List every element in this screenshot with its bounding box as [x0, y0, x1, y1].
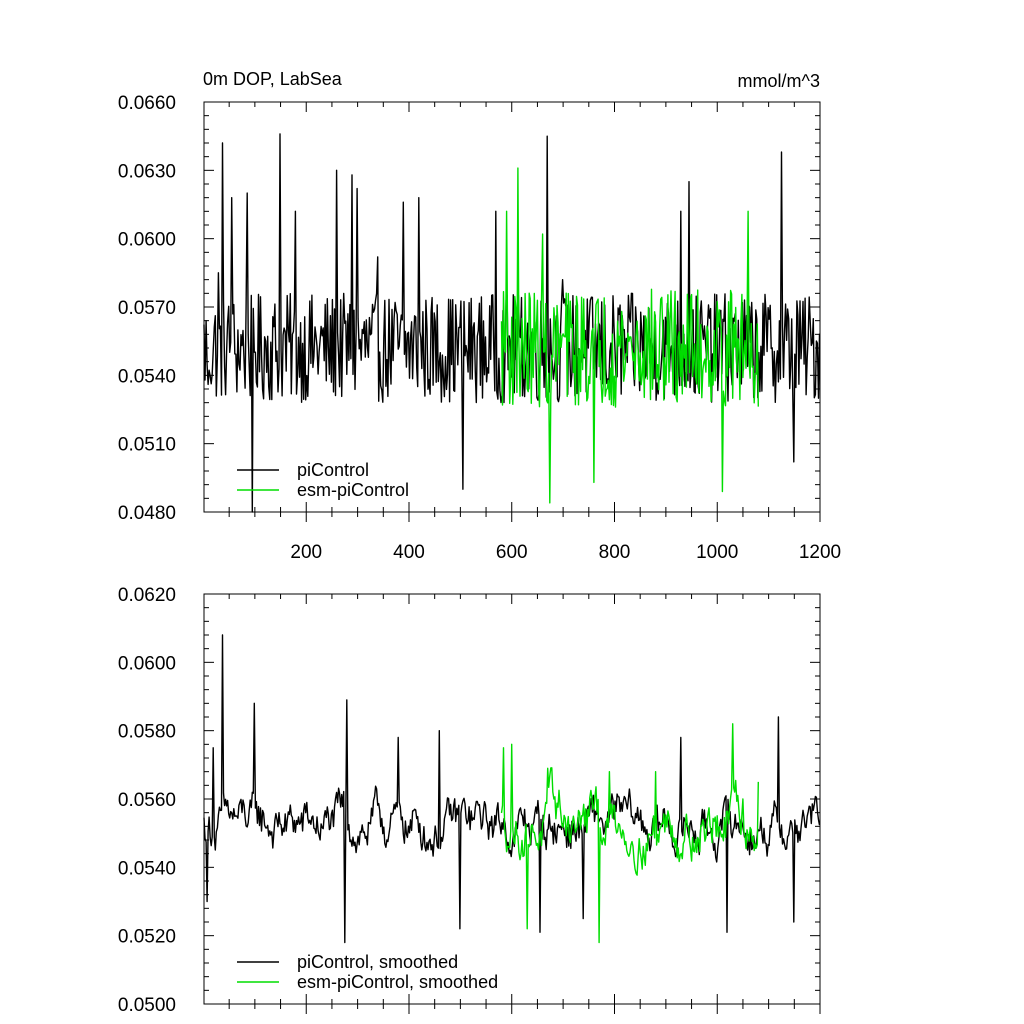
top-panel-units: mmol/m^3 [738, 71, 820, 91]
y-tick-label: 0.0560 [118, 790, 176, 811]
x-tick-label: 600 [496, 542, 528, 563]
y-tick-label: 0.0500 [118, 995, 176, 1016]
x-tick-label: 1000 [696, 542, 738, 563]
y-tick-label: 0.0660 [118, 93, 176, 114]
y-tick-label: 0.0630 [118, 161, 176, 182]
y-tick-label: 0.0520 [118, 927, 176, 948]
legend-label: esm-piControl, smoothed [297, 972, 498, 992]
legend-label: piControl, smoothed [297, 952, 458, 972]
x-tick-label: 400 [393, 542, 425, 563]
y-tick-label: 0.0620 [118, 585, 176, 606]
top-panel: 0.0480 0.0510 0.0540 0.0570 0.0600 0.0630 0.06… [118, 69, 841, 563]
y-tick-label: 0.0600 [118, 230, 176, 251]
y-tick-label: 0.0580 [118, 722, 176, 743]
y-tick-label: 0.0540 [118, 858, 176, 879]
y-tick-label: 0.0600 [118, 653, 176, 674]
series-line-esm-picontrol [500, 167, 759, 504]
legend-label: esm-piControl [297, 480, 409, 500]
y-tick-label: 0.0480 [118, 503, 176, 524]
top-panel-title: 0m DOP, LabSea [203, 69, 343, 89]
series-line-picontrol-smoothed [203, 634, 821, 944]
x-tick-label: 1200 [799, 542, 841, 563]
y-tick-label: 0.0570 [118, 298, 176, 319]
y-tick-label: 0.0540 [118, 366, 176, 387]
x-tick-label: 200 [290, 542, 322, 563]
bottom-panel: 0.0500 0.0520 0.0540 0.0560 0.0580 0.0600 0.06… [118, 585, 821, 1016]
series-line-esm-picontrol-smoothed [500, 723, 759, 944]
x-tick-label: 800 [599, 542, 631, 563]
y-tick-label: 0.0510 [118, 435, 176, 456]
legend-label: piControl [297, 460, 369, 480]
